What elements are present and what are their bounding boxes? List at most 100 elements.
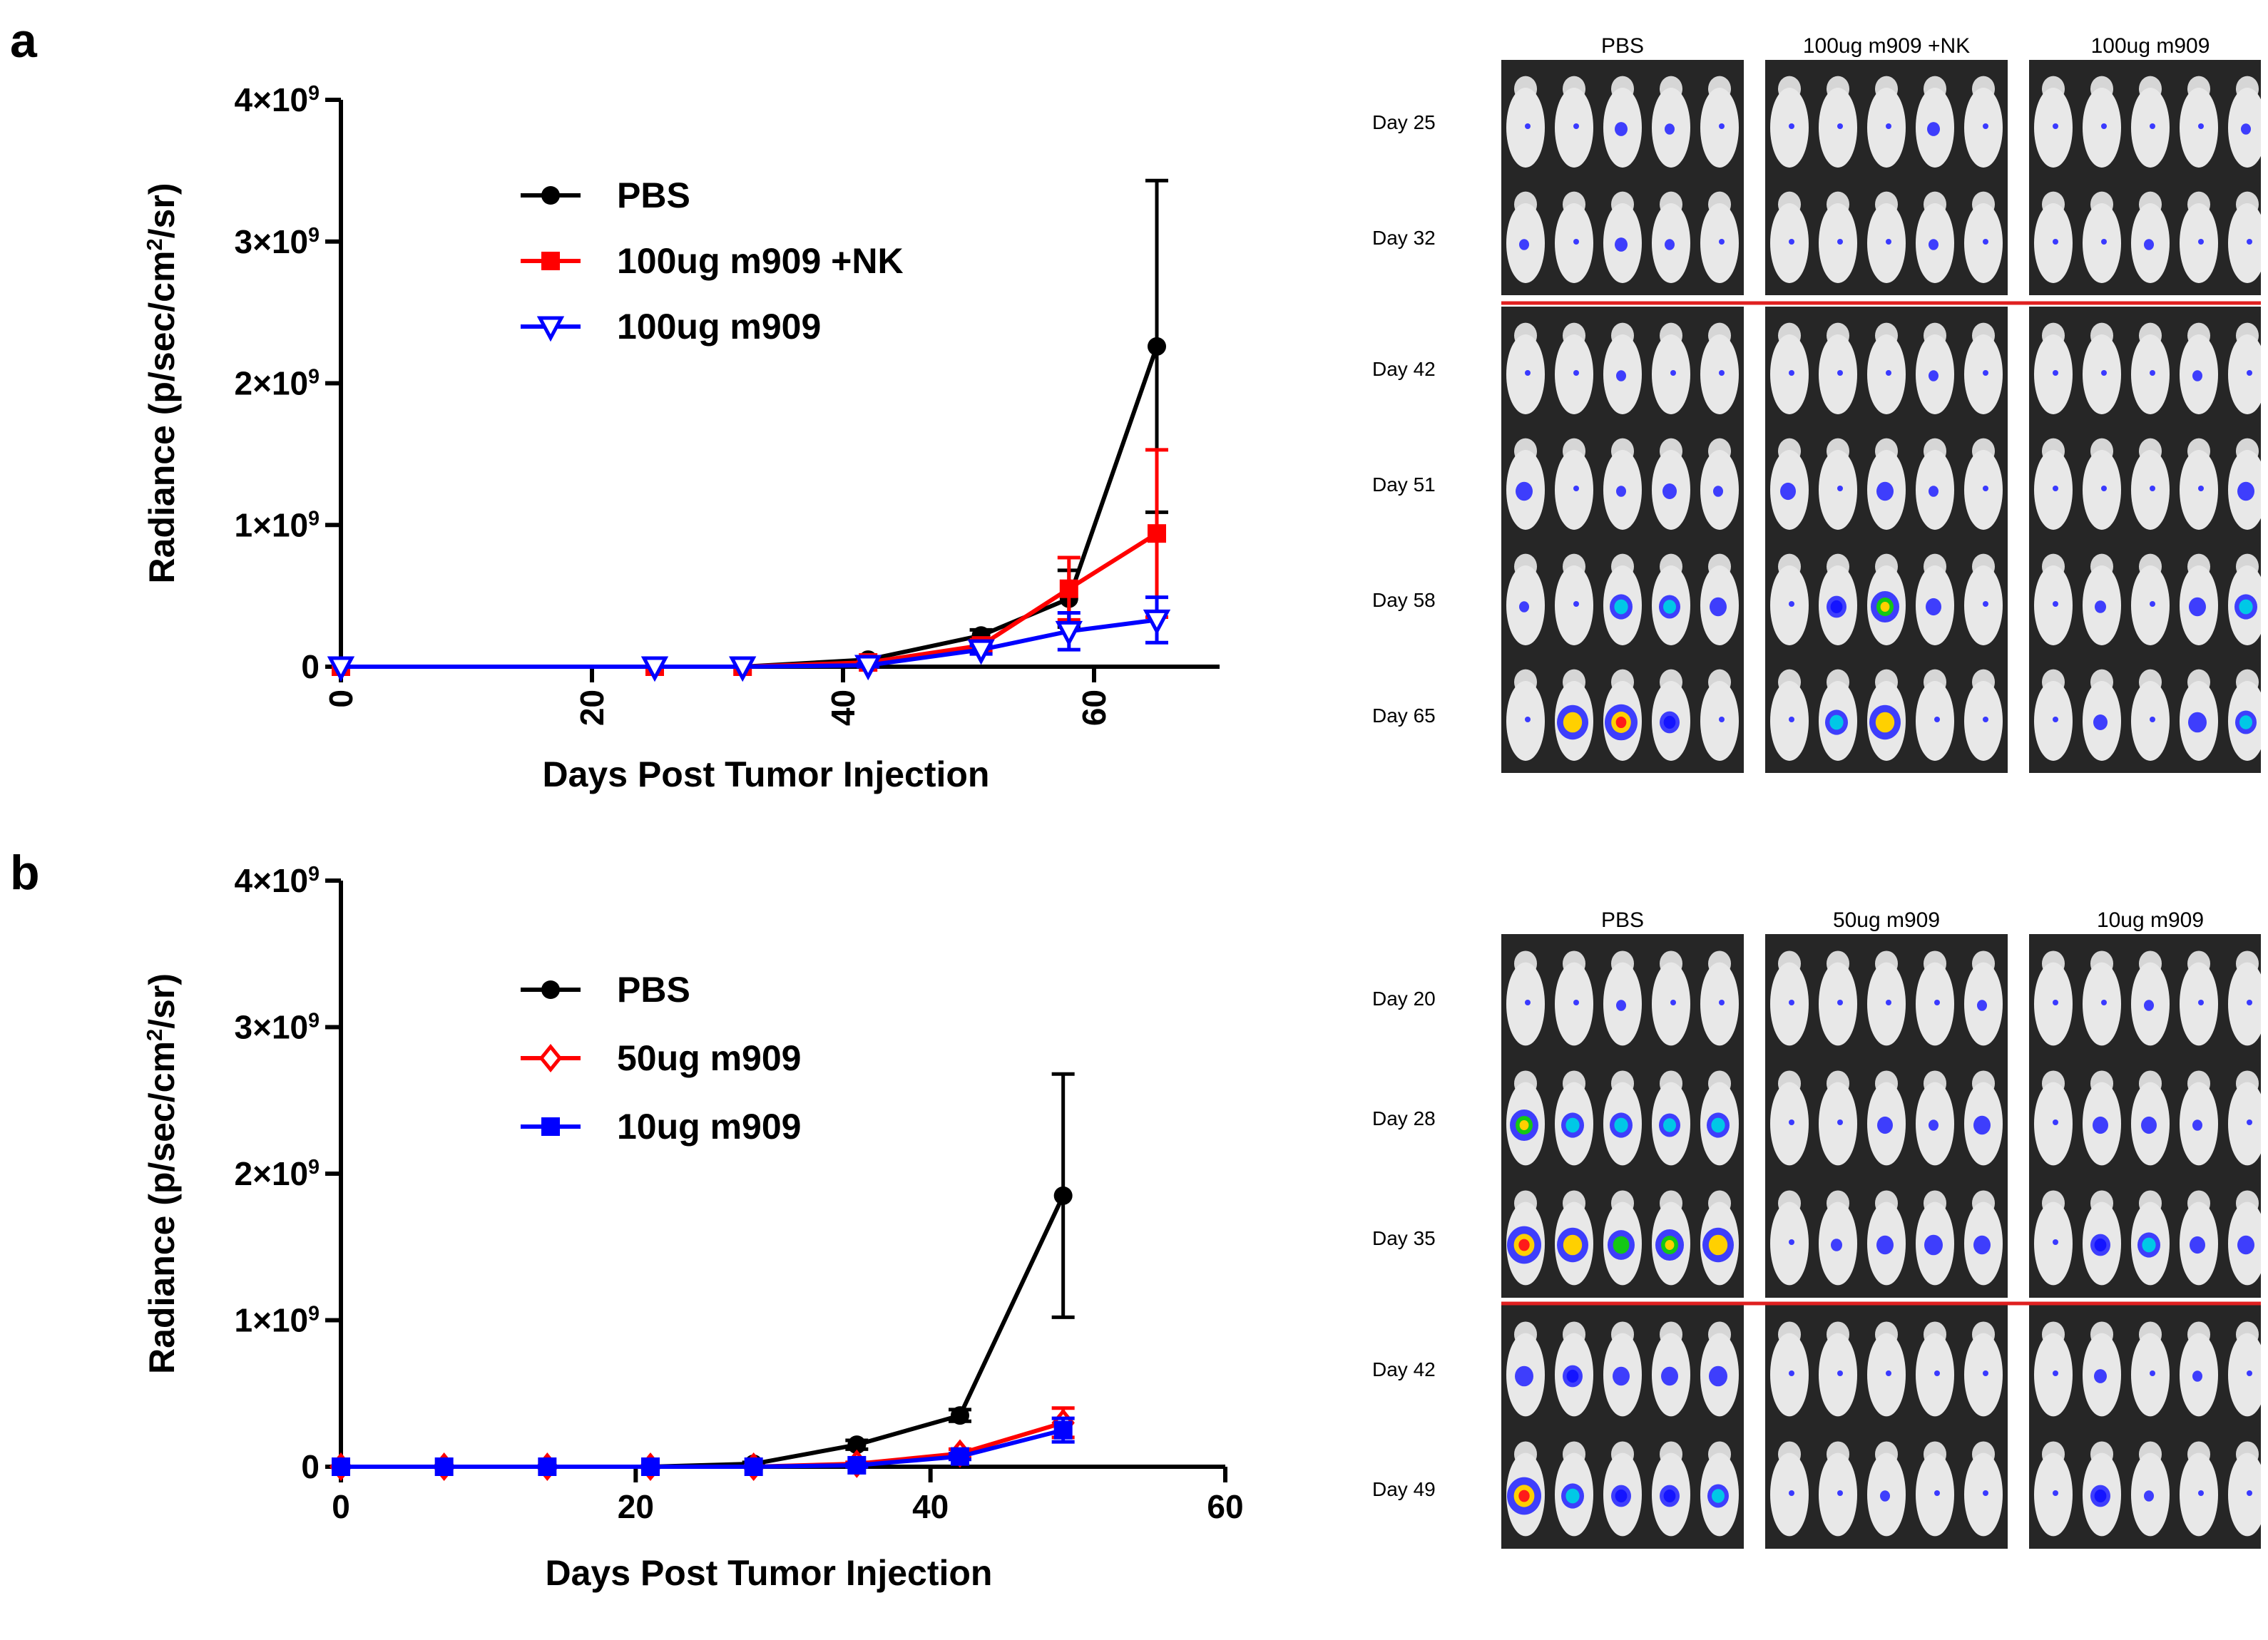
mouse [1964,438,2003,530]
mouse [1867,191,1906,283]
signal-outer [1876,481,1894,501]
mouse [1603,950,1642,1046]
signal-spot [1837,1490,1843,1496]
mouse [1916,322,1954,414]
signal-outer [1615,122,1628,136]
signal-spot [2053,239,2058,245]
x-axis-label: Days Post Tumor Injection [543,754,990,794]
mouse [1916,553,1954,645]
mouse [1867,553,1906,645]
signal-outer [1615,237,1628,252]
signal-spot [1837,486,1843,491]
signal-outer [1616,370,1626,381]
signal-outer [1519,601,1529,613]
y-tick-label: 0 [301,648,320,685]
signal-spot [2198,1490,2204,1496]
legend-label: 50ug m909 [617,1038,801,1078]
signal-mid [1663,1118,1676,1132]
signal-outer [1662,483,1677,499]
mouse [2180,1190,2218,1286]
signal-spot [1837,239,1843,245]
signal-mid [1712,1489,1725,1503]
signal-outer [2144,1490,2154,1502]
mouse [1700,1070,1739,1166]
signal-core [1567,1239,1578,1251]
signal-mid [2239,715,2252,729]
mouse [1555,1190,1593,1286]
signal-spot [1719,239,1725,245]
x-tick-label: 0 [332,1488,350,1525]
signal-spot [1789,370,1794,376]
signal-spot [1983,1370,1988,1376]
mouse [1555,438,1593,530]
signal-spot [2150,601,2155,607]
day-label: Day 28 [1372,1107,1436,1129]
signal-mid [1711,1117,1725,1133]
mouse [1867,438,1906,530]
group-label: 100ug m909 [2091,34,2210,58]
mouse [1964,1070,2003,1166]
signal-outer [1977,1000,1987,1011]
mouse [2180,1321,2218,1417]
signal-mid [1829,714,1844,730]
mouse [2083,1190,2121,1286]
mouse [1603,191,1642,283]
signal-spot [2053,1000,2058,1005]
mouse [1867,1070,1906,1166]
signal-spot [1886,1000,1891,1005]
mouse [2131,950,2170,1046]
signal-spot [2150,717,2155,722]
signal-spot [1573,370,1579,376]
signal-spot [2053,1119,2058,1125]
mouse [2228,1190,2261,1286]
mouse [1964,322,2003,414]
signal-core [1518,1490,1530,1502]
signal-mid [2094,1238,2107,1252]
signal-spot [1789,601,1794,607]
signal-mid [1663,715,1676,729]
data-point [729,656,757,682]
signal-spot [1789,1239,1794,1245]
mouse [1964,950,2003,1046]
mouse-body [2228,962,2261,1046]
data-point [847,1435,867,1455]
signal-outer [2144,239,2154,250]
series-1 [332,448,1168,676]
legend-label: 100ug m909 +NK [617,241,904,281]
mouse [1770,669,1809,761]
signal-spot [1934,1000,1940,1005]
data-point [1059,579,1078,598]
mouse [1964,553,2003,645]
group-label: 10ug m909 [2097,908,2204,932]
signal-spot [2150,370,2155,376]
legend-marker [536,316,565,342]
mouse [1506,553,1545,645]
signal-spot [1789,1370,1794,1376]
mouse [2131,76,2170,168]
signal-core [1518,1239,1530,1251]
signal-mid [1566,1369,1579,1383]
signal-spot [2150,1370,2155,1376]
mouse [1916,950,1954,1046]
signal-outer [2190,1236,2205,1254]
data-point [1143,609,1171,635]
signal-outer [1926,598,1941,616]
day-label: Day 49 [1372,1478,1436,1500]
signal-core [1879,717,1891,728]
data-point [1055,620,1083,647]
signal-spot [1573,601,1579,607]
mouse [1770,950,1809,1046]
radiance-chart-b: 0 1×109 2×109 3×109 4×109 0 20 40 60 Days Post Tu… [142,862,1244,1593]
mouse [1603,1070,1642,1166]
signal-outer [2192,370,2202,381]
mouse [1964,669,2003,761]
mouse [2083,322,2121,414]
series-line [341,345,1159,669]
mouse [1916,1321,1954,1417]
day-label: Day 58 [1372,589,1436,611]
mouse [1555,1321,1593,1417]
legend-label: 10ug m909 [617,1107,801,1147]
mouse [1964,1441,2003,1537]
mouse [1652,1190,1690,1286]
mouse [2180,322,2218,414]
